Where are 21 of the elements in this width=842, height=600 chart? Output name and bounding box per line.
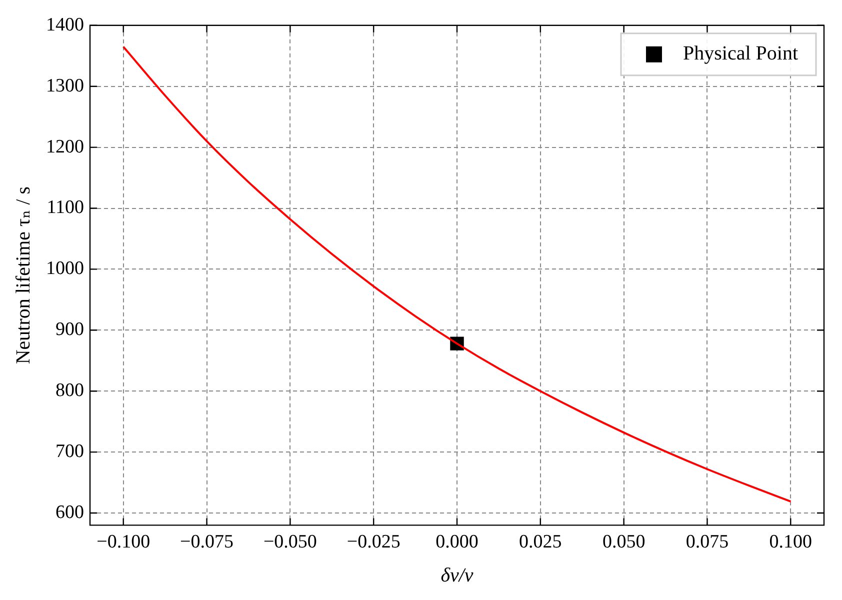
x-tick-label: −0.025 bbox=[346, 532, 400, 553]
x-tick-label: 0.100 bbox=[769, 532, 812, 553]
y-tick-label: 1400 bbox=[46, 14, 84, 36]
x-tick-label: −0.050 bbox=[263, 532, 317, 553]
y-tick-label: 800 bbox=[56, 380, 84, 402]
x-axis-title: δv/v bbox=[440, 564, 474, 586]
y-tick-label: 900 bbox=[56, 319, 84, 340]
x-tick-label: 0.025 bbox=[519, 532, 562, 553]
x-tick-label: 0.075 bbox=[686, 532, 729, 553]
x-tick-label: −0.075 bbox=[180, 532, 234, 553]
x-tick-label: 0.050 bbox=[602, 532, 646, 553]
y-tick-label: 600 bbox=[56, 502, 84, 523]
y-tick-label: 700 bbox=[56, 441, 84, 462]
y-tick-label: 1100 bbox=[46, 197, 84, 218]
y-tick-label: 1000 bbox=[46, 258, 84, 280]
y-tick-label: 1300 bbox=[46, 75, 84, 96]
legend-label: Physical Point bbox=[682, 42, 798, 65]
y-tick-label: 1200 bbox=[46, 136, 84, 158]
x-tick-label: −0.100 bbox=[96, 532, 150, 553]
x-tick-label: 0.000 bbox=[436, 532, 478, 553]
y-axis-title: Neutron lifetime τₙ / s bbox=[12, 186, 34, 364]
